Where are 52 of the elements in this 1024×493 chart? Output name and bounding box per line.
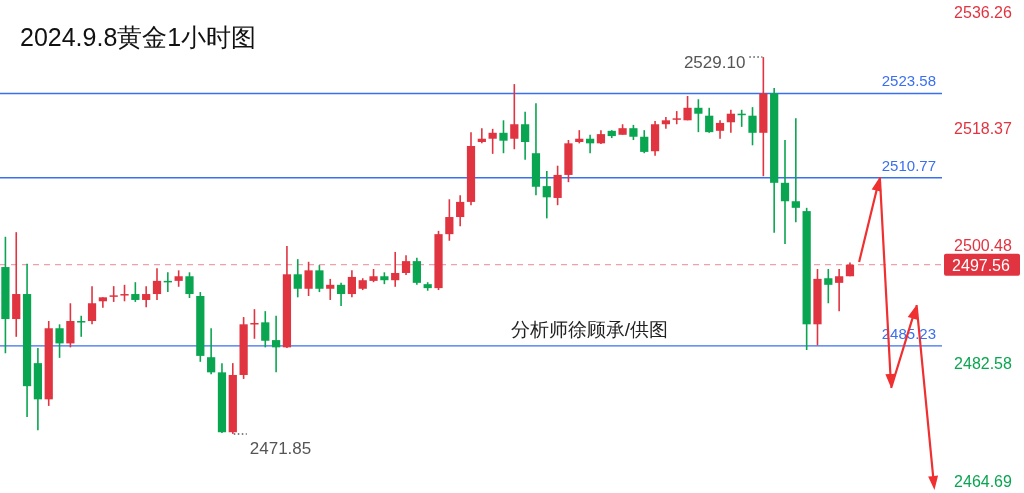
candlestick bbox=[315, 264, 324, 293]
candlestick bbox=[66, 302, 75, 349]
candlestick bbox=[705, 106, 714, 134]
candlestick bbox=[293, 258, 302, 299]
y-tick-label: 2500.48 bbox=[954, 237, 1013, 255]
candlestick bbox=[326, 278, 335, 301]
candlestick bbox=[304, 260, 313, 297]
candlestick bbox=[694, 98, 703, 133]
candlestick bbox=[271, 314, 281, 374]
candlestick bbox=[391, 251, 400, 288]
y-tick-label: 2518.37 bbox=[954, 119, 1013, 137]
candlestick bbox=[835, 268, 844, 312]
candlestick bbox=[791, 117, 800, 224]
candlestick bbox=[142, 285, 151, 308]
annotation: 2471.85 bbox=[249, 438, 312, 458]
candlestick bbox=[412, 257, 421, 286]
ref-line-label: 2497.56 bbox=[952, 256, 1011, 274]
candlestick bbox=[401, 254, 411, 276]
candlestick bbox=[77, 314, 86, 338]
candlestick bbox=[456, 194, 465, 228]
candlestick bbox=[152, 267, 162, 301]
ref-line-label: 2510.77 bbox=[881, 156, 936, 174]
y-tick-label: 2482.58 bbox=[954, 355, 1013, 373]
candlestick bbox=[55, 323, 64, 359]
candlestick bbox=[780, 139, 790, 245]
candlestick bbox=[672, 110, 681, 126]
text: 2024.9.8黄金1小时图 bbox=[20, 23, 257, 51]
candlestick bbox=[499, 119, 508, 154]
candlestick bbox=[445, 198, 454, 242]
candlestick bbox=[185, 271, 194, 299]
candlestick bbox=[261, 310, 270, 349]
y-tick-label: 2536.26 bbox=[954, 4, 1013, 21]
candlestick bbox=[207, 327, 216, 376]
candlestick bbox=[87, 285, 97, 326]
candlestick bbox=[510, 83, 519, 151]
candlestick bbox=[521, 110, 530, 161]
candlestick bbox=[715, 119, 725, 140]
candlestick bbox=[824, 268, 833, 305]
candlestick bbox=[748, 106, 757, 147]
candlestick bbox=[347, 269, 357, 299]
candlestick bbox=[726, 108, 735, 134]
annotation: 2529.10 bbox=[683, 53, 746, 73]
candlestick bbox=[336, 282, 346, 307]
candlestick bbox=[542, 170, 551, 220]
candlestick bbox=[488, 128, 497, 155]
candlestick bbox=[131, 281, 140, 303]
candlestick bbox=[553, 164, 562, 206]
ref-line-label: 2523.58 bbox=[881, 72, 936, 90]
candlestick bbox=[640, 129, 649, 154]
candlestick bbox=[683, 95, 692, 122]
annotation: 分析师徐顾承/供图 bbox=[510, 318, 669, 340]
y-tick-label: 2464.69 bbox=[954, 473, 1013, 490]
